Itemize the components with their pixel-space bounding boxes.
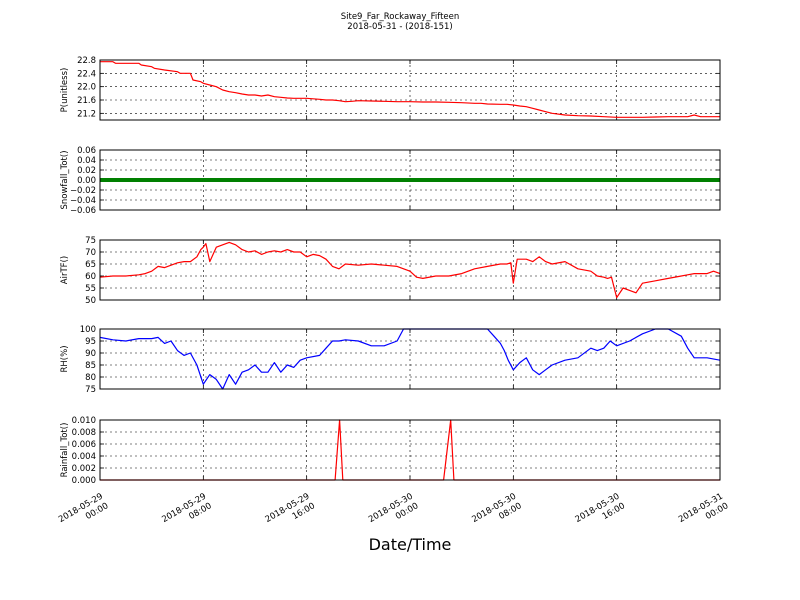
panel-frame <box>99 328 721 390</box>
y-tick-label: 21.2 <box>77 109 96 119</box>
panel-3: 50 55 60 65 70 75 AirTF() <box>60 236 721 306</box>
y-tick-label: 0.006 <box>72 440 96 450</box>
panel-frame <box>99 239 721 301</box>
y-tick-label: −0.06 <box>70 206 96 216</box>
y-tick-label: 70 <box>85 248 96 258</box>
panel-5: 0.000 0.002 0.004 0.006 0.008 0.010Rainfall_T… <box>60 416 721 486</box>
y-tick-label: 22.4 <box>77 69 96 79</box>
y-tick-label: 90 <box>85 349 96 359</box>
series-line <box>99 241 721 299</box>
series-line <box>100 61 720 118</box>
panel-frame <box>99 59 721 121</box>
panels-layer: 21.221.622.022.422.8P(unitless)−0.06−0.0… <box>60 56 721 486</box>
y-tick-label: 0.010 <box>72 416 96 426</box>
y-tick-label: −0.02 <box>70 186 96 196</box>
y-tick-label: 0.002 <box>72 464 96 474</box>
y-axis-label: RH(%) <box>60 345 70 372</box>
y-axis-label: AirTF() <box>60 256 70 284</box>
panel-frame <box>99 419 721 481</box>
y-tick-label: 95 <box>85 337 96 347</box>
y-axis-label: Snowfall_Tot() <box>60 150 70 209</box>
panel-1: 21.2 21.6 22.0 22.4 22.8 P(unitless) <box>60 56 721 121</box>
y-tick-label: 75 <box>85 385 96 395</box>
y-tick-label: 55 <box>85 284 96 294</box>
y-tick-label: 0.000 <box>72 476 96 486</box>
y-tick-label: 0.04 <box>77 156 96 166</box>
chart-title: Site9_Far_Rockaway_Fifteen <box>341 12 460 22</box>
y-tick-label: 0.00 <box>77 176 96 186</box>
y-tick-label: 85 <box>85 361 96 371</box>
y-tick-label: 60 <box>85 272 96 282</box>
y-tick-label: 0.06 <box>77 146 96 156</box>
y-tick-label: 50 <box>85 296 96 306</box>
y-tick-label: 65 <box>85 260 96 270</box>
x-axis-label: Date/Time <box>369 535 452 554</box>
y-tick-label: 22.0 <box>77 83 96 93</box>
panel-2: −0.06−0.04−0.020.000.020.040.06 Snowfall_… <box>60 146 721 216</box>
y-tick-label: 0.02 <box>77 166 96 176</box>
panel-frame <box>99 149 721 211</box>
y-tick-label: −0.04 <box>70 196 96 206</box>
y-axis-label: Rainfall_Tot() <box>60 423 70 478</box>
y-tick-label: 75 <box>85 236 96 246</box>
y-tick-label: 21.6 <box>77 96 96 106</box>
panel-4: 75 80 85 90 95 100 RH(%) <box>60 325 721 395</box>
y-tick-label: 80 <box>85 373 96 383</box>
y-tick-label: 100 <box>80 325 96 335</box>
series-line <box>99 328 721 390</box>
chart-subtitle: 2018-05-31 - (2018-151) <box>347 22 452 32</box>
y-tick-label: 0.008 <box>72 428 96 438</box>
y-tick-label: 0.004 <box>72 452 96 462</box>
y-axis-label: P(unitless) <box>60 68 70 113</box>
y-tick-label: 22.8 <box>77 56 96 66</box>
